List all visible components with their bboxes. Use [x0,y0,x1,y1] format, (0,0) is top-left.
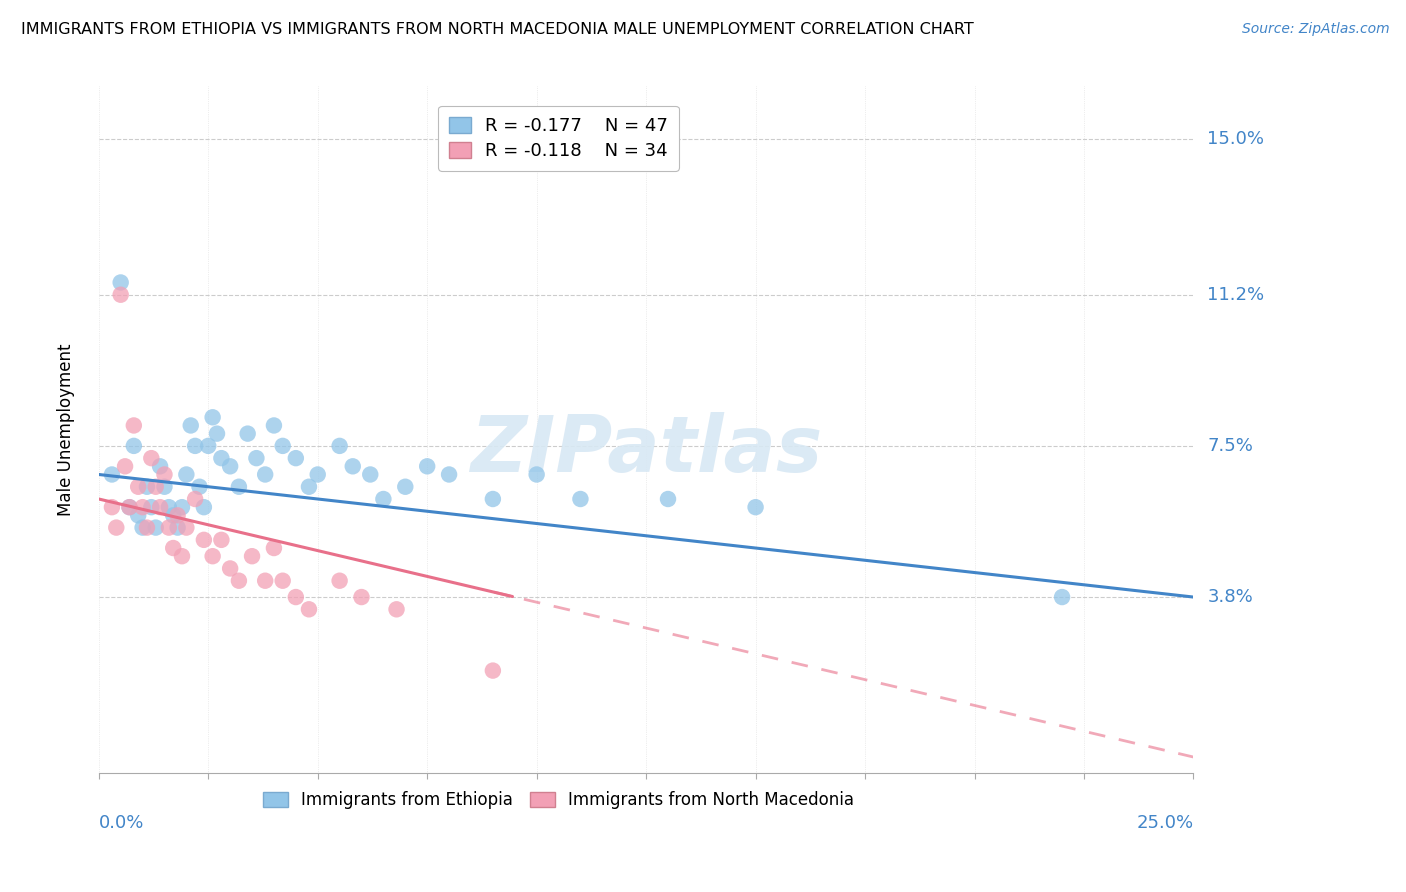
Point [166,508,188,523]
Point [482,491,505,506]
Point [170,500,193,515]
Point [180,418,202,433]
Point [127,508,149,523]
Point [145,520,167,534]
Point [122,418,145,433]
Point [350,590,373,604]
Point [437,467,460,482]
Point [329,439,352,453]
Point [359,467,381,482]
Point [298,602,321,616]
Point [201,549,224,564]
Point [271,439,294,453]
Point [157,500,180,515]
Point [201,410,224,425]
Point [114,459,136,474]
Text: 0.0%: 0.0% [98,814,145,832]
Point [162,541,184,555]
Point [157,520,180,534]
Point [284,451,307,466]
Text: 25.0%: 25.0% [1136,814,1194,832]
Point [127,480,149,494]
Point [744,500,766,515]
Point [197,439,219,453]
Point [101,500,124,515]
Point [271,574,294,588]
Point [228,480,250,494]
Point [329,574,352,588]
Point [342,459,364,474]
Point [110,287,132,301]
Point [416,459,439,474]
Point [219,459,242,474]
Point [136,480,159,494]
Point [307,467,329,482]
Point [526,467,548,482]
Text: 11.2%: 11.2% [1208,285,1264,303]
Point [166,520,188,534]
Point [110,276,132,290]
Point [149,500,172,515]
Point [101,467,124,482]
Point [193,500,215,515]
Point [205,426,228,441]
Point [176,520,198,534]
Point [263,541,285,555]
Text: IMMIGRANTS FROM ETHIOPIA VS IMMIGRANTS FROM NORTH MACEDONIA MALE UNEMPLOYMENT CO: IMMIGRANTS FROM ETHIOPIA VS IMMIGRANTS F… [21,22,974,37]
Text: 7.5%: 7.5% [1208,437,1253,455]
Point [153,467,176,482]
Legend: Immigrants from Ethiopia, Immigrants from North Macedonia: Immigrants from Ethiopia, Immigrants fro… [256,785,860,816]
Point [184,439,207,453]
Point [162,508,184,523]
Point [122,439,145,453]
Point [284,590,307,604]
Point [657,491,679,506]
Point [236,426,259,441]
Point [145,480,167,494]
Point [209,533,232,547]
Point [385,602,408,616]
Point [118,500,141,515]
Point [105,520,128,534]
Point [209,451,232,466]
Point [141,500,163,515]
Point [219,561,242,575]
Point [188,480,211,494]
Point [228,574,250,588]
Point [373,491,395,506]
Point [118,500,141,515]
Point [136,520,159,534]
Point [153,480,176,494]
Point [254,574,277,588]
Point [131,520,153,534]
Point [482,664,505,678]
Point [149,459,172,474]
Point [263,418,285,433]
Point [569,491,592,506]
Point [131,500,153,515]
Point [1050,590,1073,604]
Point [176,467,198,482]
Point [298,480,321,494]
Text: Source: ZipAtlas.com: Source: ZipAtlas.com [1241,22,1389,37]
Point [254,467,277,482]
Text: 3.8%: 3.8% [1208,588,1253,606]
Point [184,491,207,506]
Point [240,549,263,564]
Point [245,451,267,466]
Point [170,549,193,564]
Text: 15.0%: 15.0% [1208,130,1264,148]
Y-axis label: Male Unemployment: Male Unemployment [58,343,75,516]
Point [141,451,163,466]
Text: ZIPatlas: ZIPatlas [470,412,823,488]
Point [394,480,416,494]
Point [193,533,215,547]
